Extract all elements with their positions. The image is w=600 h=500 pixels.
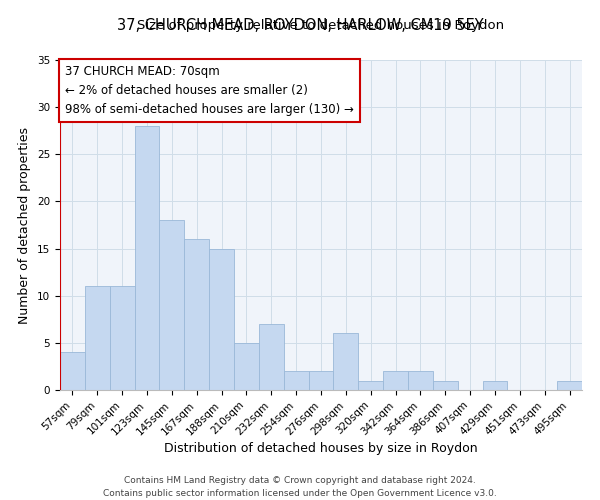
Bar [383,371,408,390]
Y-axis label: Number of detached properties: Number of detached properties [19,126,31,324]
Bar [308,371,334,390]
Bar [408,371,433,390]
Bar [110,286,134,390]
Bar [334,334,358,390]
Bar [160,220,184,390]
Text: 37 CHURCH MEAD: 70sqm
← 2% of detached houses are smaller (2)
98% of semi-detach: 37 CHURCH MEAD: 70sqm ← 2% of detached h… [65,64,354,116]
Bar [358,380,383,390]
Bar [134,126,160,390]
Bar [85,286,110,390]
Bar [234,343,259,390]
Bar [209,248,234,390]
Bar [259,324,284,390]
Bar [284,371,308,390]
X-axis label: Distribution of detached houses by size in Roydon: Distribution of detached houses by size … [164,442,478,455]
Text: 37, CHURCH MEAD, ROYDON, HARLOW, CM19 5EY: 37, CHURCH MEAD, ROYDON, HARLOW, CM19 5E… [116,18,484,32]
Bar [60,352,85,390]
Title: Size of property relative to detached houses in Roydon: Size of property relative to detached ho… [137,20,505,32]
Bar [184,239,209,390]
Text: Contains HM Land Registry data © Crown copyright and database right 2024.
Contai: Contains HM Land Registry data © Crown c… [103,476,497,498]
Bar [557,380,582,390]
Bar [433,380,458,390]
Bar [482,380,508,390]
